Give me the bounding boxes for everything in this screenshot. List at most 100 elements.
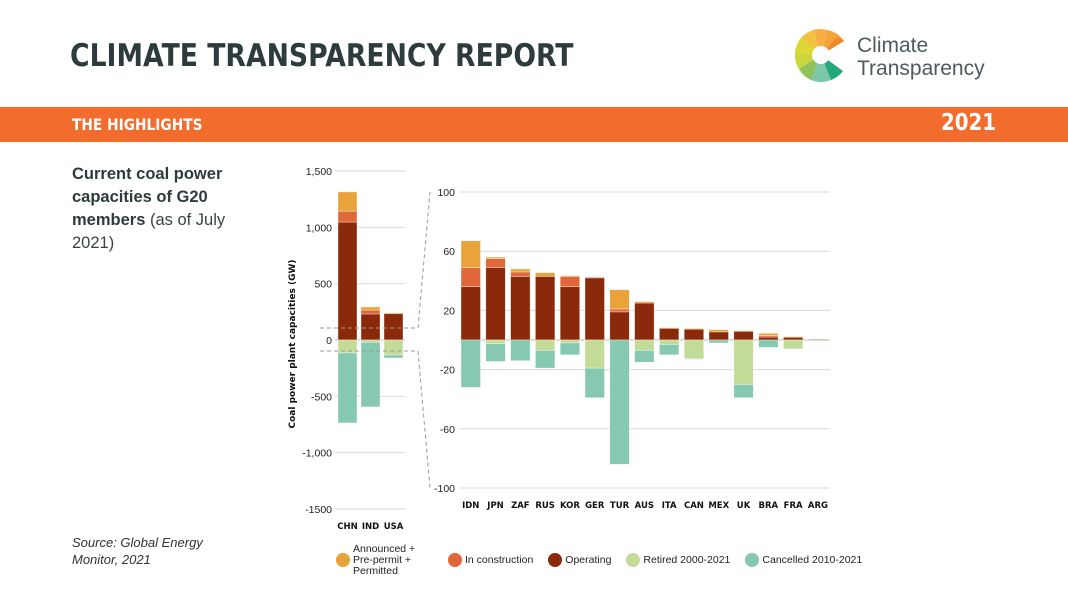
- bar-jpn-retired: [485, 339, 506, 344]
- y-tick-label: 20: [443, 305, 455, 317]
- bar-uk-retired: [733, 339, 754, 385]
- bar-jpn-cancelled: [485, 343, 506, 362]
- bar-chn-construction: [337, 210, 358, 223]
- y-axis-label: Coal power plant capacities (GW): [288, 259, 298, 428]
- bar-tur-operating: [609, 311, 630, 341]
- legend-item-construction: In construction: [448, 553, 533, 567]
- bar-kor-retired: [559, 339, 581, 344]
- bar-ger-operating: [584, 277, 605, 341]
- bar-usa-operating: [383, 312, 404, 341]
- chart-title-date: (as of July 2021): [72, 211, 226, 252]
- bar-aus-retired: [634, 339, 655, 351]
- legend-swatch-icon: [626, 553, 641, 567]
- logo-line-2: Transparency: [857, 57, 985, 80]
- bar-bra-announced: [758, 333, 779, 336]
- bar-ind-announced: [360, 306, 381, 311]
- logo-line-1: Climate: [857, 34, 929, 57]
- climate-transparency-logo-icon: [794, 29, 849, 82]
- bar-chn-cancelled: [337, 352, 358, 424]
- x-tick-label: TUR: [610, 501, 630, 511]
- legend-item-retired: Retired 2000-2021: [626, 553, 730, 567]
- y-tick-label: -20: [440, 365, 455, 377]
- legend-label: Retired 2000-2021: [643, 553, 731, 566]
- section-label: THE HIGHLIGHTS: [72, 115, 203, 134]
- bar-idn-cancelled: [460, 339, 481, 388]
- x-tick-label: CHN: [337, 522, 357, 532]
- bar-can-operating: [683, 328, 705, 341]
- legend-swatch-icon: [336, 553, 350, 567]
- bar-can-retired: [683, 339, 705, 359]
- bar-can-cancelled: [683, 358, 705, 360]
- y-tick-label: 60: [443, 246, 455, 258]
- bar-idn-operating: [460, 286, 481, 341]
- y-tick-label: 1,000: [306, 222, 332, 234]
- legend-label: In construction: [465, 553, 534, 566]
- y-tick-label: 100: [437, 187, 455, 199]
- bar-jpn-announced: [485, 256, 506, 259]
- bar-idn-announced: [460, 240, 481, 268]
- x-tick-label: IDN: [462, 501, 479, 511]
- bar-bra-cancelled: [758, 339, 779, 348]
- bar-chn-announced: [337, 191, 358, 212]
- y-tick-label: 0: [326, 335, 332, 347]
- x-tick-label: GER: [585, 501, 605, 511]
- bar-ind-operating: [360, 313, 381, 341]
- x-tick-label: IND: [362, 522, 379, 532]
- highlights-band: THE HIGHLIGHTS 2021: [0, 107, 1068, 142]
- bar-ger-retired: [584, 339, 605, 369]
- y-tick-label: -500: [311, 391, 332, 403]
- x-tick-label: RUS: [535, 501, 555, 511]
- y-tick-label: -60: [440, 424, 455, 436]
- bar-ita-announced: [659, 327, 680, 329]
- bar-arg-cancelled: [807, 339, 829, 342]
- chart-title-bold: Current coal power capacities of G20 mem…: [72, 165, 223, 229]
- bar-aus-operating: [634, 302, 655, 341]
- x-tick-label: USA: [384, 522, 404, 532]
- right-panel: 100 60 20 -20 -60 -100 IDN JPN ZAF RUS KOR GER TUR AU…: [434, 187, 830, 511]
- bar-ita-retired: [659, 339, 680, 345]
- legend-swatch-icon: [548, 553, 563, 567]
- bar-zaf-operating: [510, 276, 531, 341]
- bar-zaf-announced: [510, 268, 531, 273]
- zoom-connector-bottom: [320, 350, 431, 489]
- x-tick-label: AUS: [635, 501, 654, 511]
- bar-zaf-construction: [510, 271, 531, 277]
- bar-uk-operating: [733, 330, 754, 341]
- bar-rus-cancelled: [535, 350, 556, 369]
- legend-item-announced: Announced + Pre-permit + Permitted: [336, 543, 433, 577]
- bar-jpn-construction: [485, 258, 506, 268]
- legend-swatch-icon: [745, 553, 760, 567]
- bar-ita-cancelled: [659, 344, 680, 356]
- left-panel: 1,500 1,000 500 0 -500 -1,000 -1500 CHN IND USA Co…: [288, 166, 405, 532]
- bar-zaf-cancelled: [510, 339, 531, 362]
- bar-chn-operating: [337, 221, 358, 341]
- bar-bra-operating: [758, 336, 779, 341]
- y-tick-label: -100: [434, 483, 455, 495]
- bar-tur-cancelled: [609, 339, 630, 465]
- bar-jpn-operating: [485, 267, 506, 341]
- x-tick-label: BRA: [759, 501, 779, 511]
- report-title: CLIMATE TRANSPARENCY REPORT: [70, 38, 574, 74]
- bar-rus-operating: [535, 276, 556, 341]
- legend-item-cancelled: Cancelled 2010-2021: [745, 553, 862, 567]
- bar-usa-announced: [383, 312, 404, 315]
- bar-usa-cancelled: [383, 354, 404, 359]
- bar-rus-retired: [535, 339, 556, 351]
- bar-aus-cancelled: [634, 350, 655, 363]
- y-tick-label: 500: [314, 279, 332, 291]
- logo-wordmark: Climate Transparency: [857, 34, 985, 80]
- y-tick-label: -1500: [305, 504, 332, 516]
- bar-mex-announced: [708, 329, 729, 333]
- bar-mex-cancelled: [708, 339, 729, 344]
- x-tick-label: JPN: [486, 501, 504, 511]
- bar-tur-construction: [609, 308, 630, 313]
- bar-fra-retired: [783, 339, 804, 350]
- chart-title: Current coal power capacities of G20 mem…: [72, 163, 252, 255]
- bar-kor-announced: [559, 275, 581, 277]
- legend-label: Operating: [565, 553, 612, 566]
- bar-ind-retired: [360, 339, 381, 343]
- bar-ita-operating: [659, 327, 680, 341]
- bar-fra-announced: [783, 336, 804, 338]
- bar-kor-construction: [559, 276, 581, 288]
